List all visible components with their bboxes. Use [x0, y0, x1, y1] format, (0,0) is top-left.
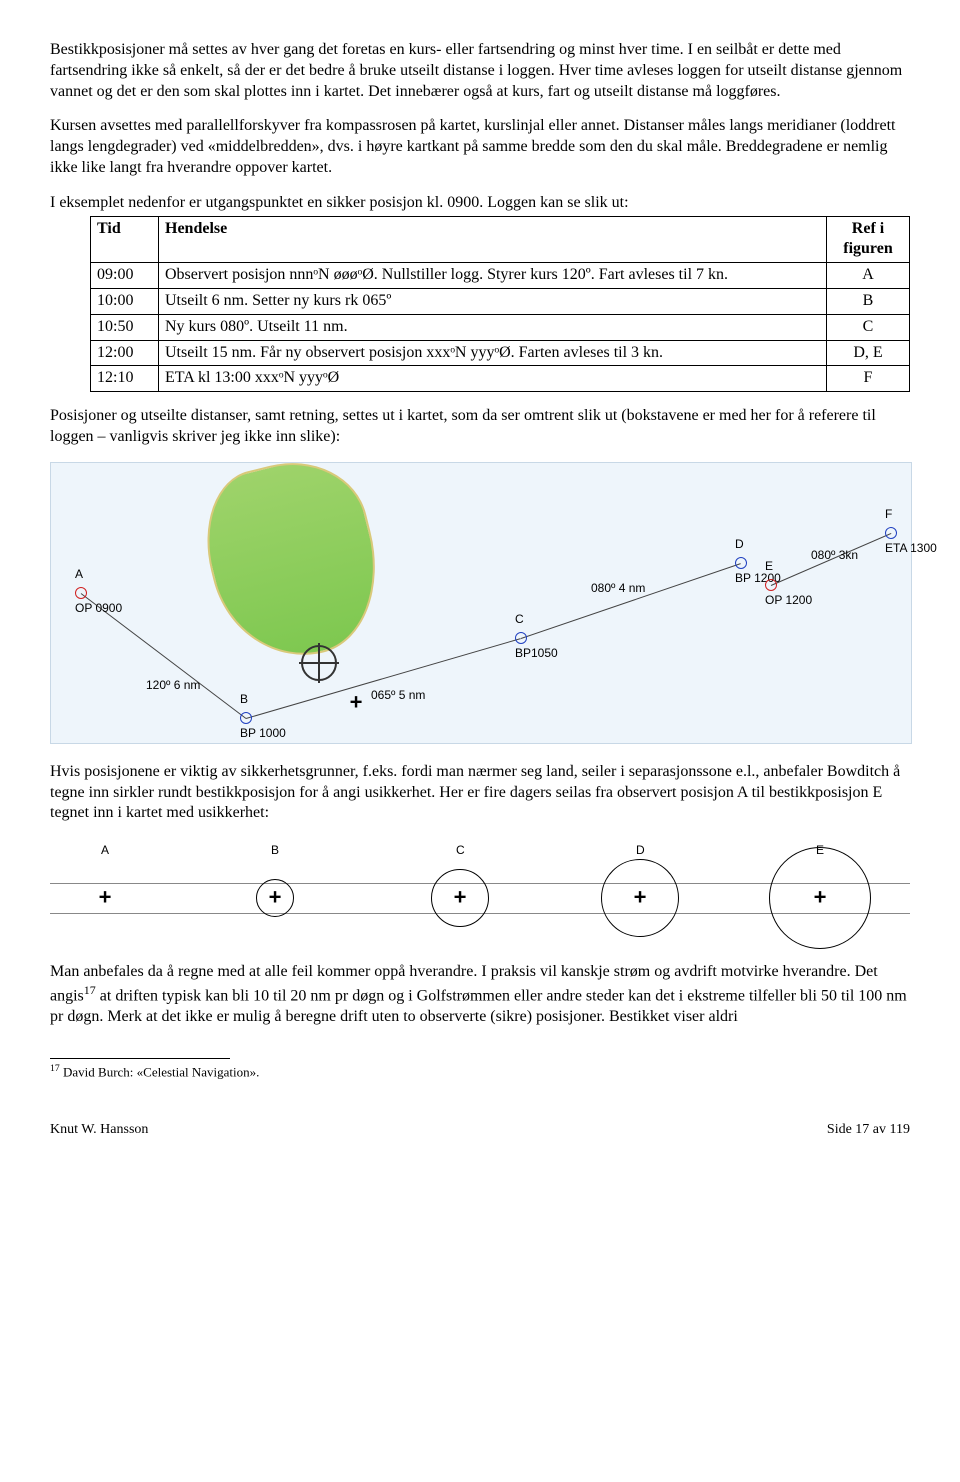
- waypoint-C: [515, 632, 527, 644]
- waypoint-E: [765, 579, 777, 591]
- footnote: 17 David Burch: «Celestial Navigation».: [50, 1063, 910, 1081]
- log-table: Tid Hendelse Ref i figuren 09:00 Observe…: [90, 216, 910, 393]
- paragraph-3: I eksemplet nedenfor er utgangspunktet e…: [50, 193, 910, 214]
- waypoint-label: E: [765, 559, 773, 575]
- waypoint-label: C: [515, 612, 524, 628]
- position-mark-icon: +: [454, 884, 467, 913]
- waypoint-label: B: [240, 692, 248, 708]
- position-label: C: [456, 843, 465, 859]
- leg-label: 080º 4 nm: [591, 581, 645, 597]
- waypoint-sublabel: BP 1000: [240, 726, 286, 742]
- footnote-rule: [50, 1058, 230, 1059]
- waypoint-label: F: [885, 507, 892, 523]
- paragraph-4: Posisjoner og utseilte distanser, samt r…: [50, 406, 910, 448]
- footer-page: Side 17 av 119: [827, 1121, 910, 1139]
- position-mark-icon: +: [814, 884, 827, 913]
- table-row: 10:50 Ny kurs 080º. Utseilt 11 nm. C: [91, 314, 910, 340]
- table-row: 12:10 ETA kl 13:00 xxxᵒN yyyᵒØ F: [91, 366, 910, 392]
- waypoint-sublabel: ETA 1300: [885, 541, 937, 557]
- position-label: B: [271, 843, 279, 859]
- table-row: 09:00 Observert posisjon nnnᵒN øøøᵒØ. Nu…: [91, 263, 910, 289]
- waypoint-label: A: [75, 567, 83, 583]
- page-footer: Knut W. Hansson Side 17 av 119: [50, 1121, 910, 1139]
- course-line: [521, 563, 741, 639]
- waypoint-D: [735, 557, 747, 569]
- leg-label: 065º 5 nm: [371, 688, 425, 704]
- waypoint-F: [885, 527, 897, 539]
- island-shape: [190, 446, 396, 674]
- paragraph-6: Man anbefales da å regne med at alle fei…: [50, 962, 910, 1028]
- compass-rose-icon: [301, 645, 337, 681]
- position-label: D: [636, 843, 645, 859]
- paragraph-1: Bestikkposisjoner må settes av hver gang…: [50, 40, 910, 102]
- leg-label: 120º 6 nm: [146, 678, 200, 694]
- plus-mark-icon: +: [350, 688, 363, 717]
- nav-chart-2: + A + B + C + D + E: [50, 838, 910, 948]
- waypoint-sublabel: BP1050: [515, 646, 558, 662]
- col-hendelse: Hendelse: [159, 216, 827, 263]
- waypoint-B: [240, 712, 252, 724]
- paragraph-5: Hvis posisjonene er viktig av sikkerhets…: [50, 762, 910, 824]
- leg-label: 080º 3kn: [811, 548, 858, 564]
- paragraph-2: Kursen avsettes med parallellforskyver f…: [50, 116, 910, 178]
- position-mark-icon: +: [634, 884, 647, 913]
- nav-chart-1: AOP 0900BBP 1000CBP1050DBP 1200EOP 1200F…: [50, 462, 912, 744]
- table-row: 10:00 Utseilt 6 nm. Setter ny kurs rk 06…: [91, 288, 910, 314]
- waypoint-sublabel: OP 0900: [75, 601, 122, 617]
- position-label: E: [816, 843, 824, 859]
- position-mark-icon: +: [269, 884, 282, 913]
- footer-author: Knut W. Hansson: [50, 1121, 148, 1139]
- col-tid: Tid: [91, 216, 159, 263]
- waypoint-A: [75, 587, 87, 599]
- position-mark-icon: +: [99, 884, 112, 913]
- position-label: A: [101, 843, 109, 859]
- table-row: 12:00 Utseilt 15 nm. Får ny observert po…: [91, 340, 910, 366]
- col-ref: Ref i figuren: [827, 216, 910, 263]
- waypoint-label: D: [735, 537, 744, 553]
- waypoint-sublabel: OP 1200: [765, 593, 812, 609]
